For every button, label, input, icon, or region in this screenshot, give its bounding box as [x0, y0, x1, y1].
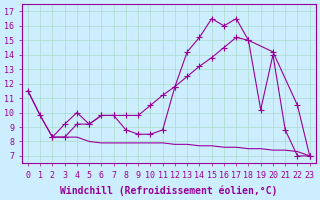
X-axis label: Windchill (Refroidissement éolien,°C): Windchill (Refroidissement éolien,°C)	[60, 185, 277, 196]
